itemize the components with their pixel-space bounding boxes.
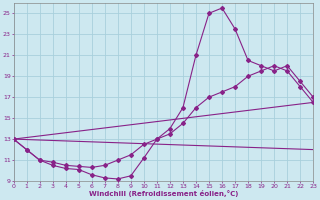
X-axis label: Windchill (Refroidissement éolien,°C): Windchill (Refroidissement éolien,°C) <box>89 190 238 197</box>
